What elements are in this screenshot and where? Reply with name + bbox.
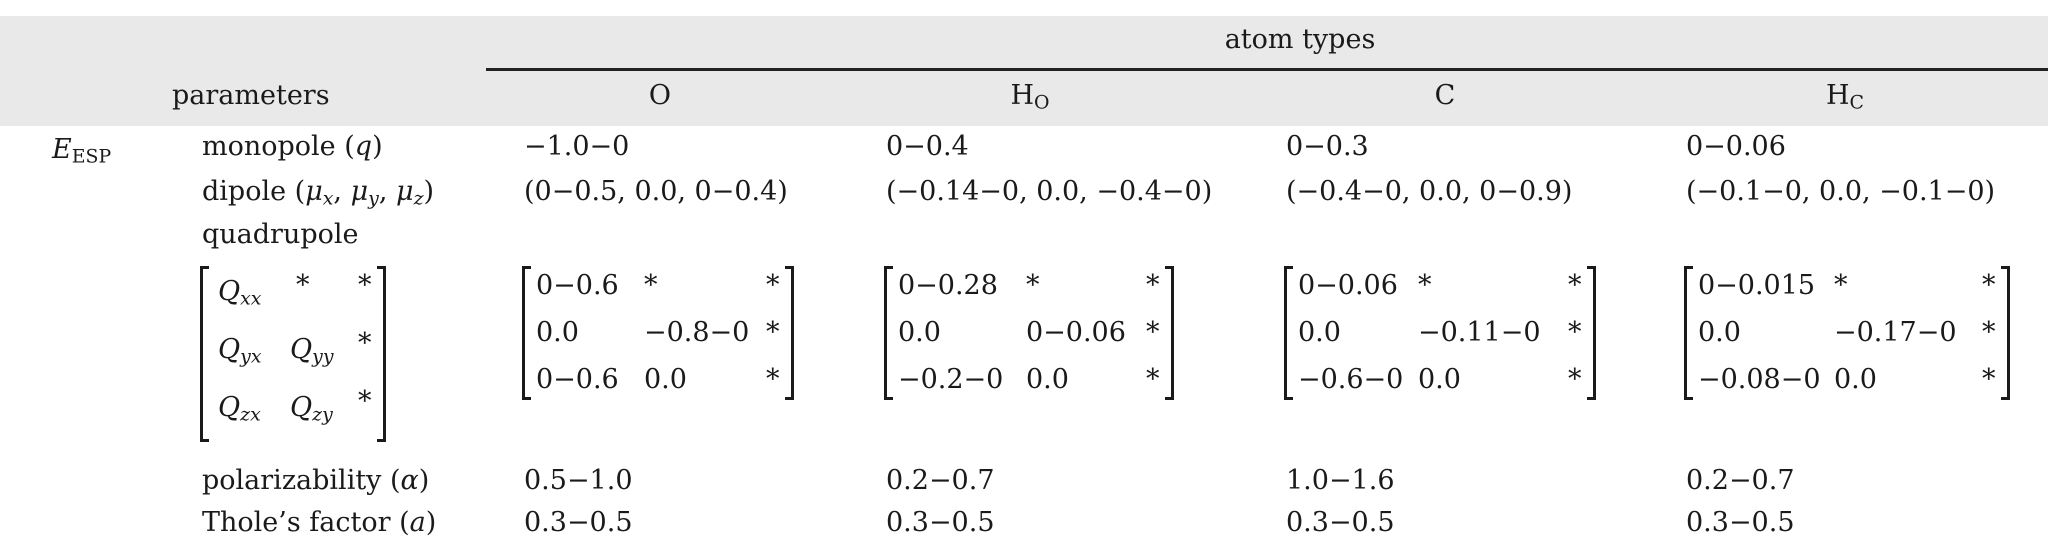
matrix-cell: −0.8−0 (644, 317, 750, 348)
column-header-hc: HC (1825, 80, 1864, 114)
matrix-cell: * (1026, 270, 1040, 301)
matrix-cell: 0−0.28 (898, 270, 998, 301)
parameters-heading: parameters (172, 80, 330, 111)
polarizability-value-ho: 0.2−0.7 (886, 465, 995, 496)
legend-cell-star: * (358, 386, 372, 417)
quadrupole-matrix-o: 0−0.6 * * 0.0 −0.8−0 * 0−0.6 0.0 * (522, 266, 794, 400)
row-label-thole-factor: Thole’s factor (a) (202, 507, 437, 538)
matrix-cell: −0.17−0 (1834, 317, 1957, 348)
polarizability-value-o: 0.5−1.0 (524, 465, 633, 496)
matrix-cell: 0.0 (644, 364, 687, 395)
monopole-value-hc: 0−0.06 (1686, 131, 1786, 162)
matrix-cell: 0.0 (1698, 317, 1741, 348)
bracket-right (1165, 266, 1174, 400)
bracket-right (1587, 266, 1596, 400)
monopole-value-o: −1.0−0 (524, 131, 630, 162)
thole-value-o: 0.3−0.5 (524, 507, 633, 538)
row-label-quadrupole: quadrupole (202, 219, 359, 250)
matrix-cell: −0.11−0 (1418, 317, 1541, 348)
matrix-cell: * (766, 270, 780, 301)
row-label-monopole: monopole (q) (202, 131, 383, 162)
matrix-cell: 0−0.06 (1026, 317, 1126, 348)
thole-value-hc: 0.3−0.5 (1686, 507, 1795, 538)
matrix-cell: 0.0 (898, 317, 941, 348)
dipole-value-ho: (−0.14−0, 0.0, −0.4−0) (886, 176, 1213, 207)
legend-cell-qyx: Qyx (218, 334, 262, 368)
dipole-value-o: (0−0.5, 0.0, 0−0.4) (524, 176, 788, 207)
legend-cell-qyy: Qyy (290, 334, 334, 368)
polarizability-value-c: 1.0−1.6 (1286, 465, 1395, 496)
bracket-right (377, 266, 386, 442)
bracket-left (522, 266, 531, 400)
quadrupole-matrix-c: 0−0.06 * * 0.0 −0.11−0 * −0.6−0 0.0 * (1284, 266, 1596, 400)
column-header-c: C (1434, 80, 1456, 111)
matrix-cell: 0−0.6 (536, 364, 619, 395)
matrix-cell: −0.2−0 (898, 364, 1004, 395)
matrix-cell: * (1982, 270, 1996, 301)
bracket-left (1684, 266, 1693, 400)
polarizability-value-hc: 0.2−0.7 (1686, 465, 1795, 496)
legend-cell-qzy: Qzy (290, 392, 333, 426)
legend-cell-star: * (358, 270, 372, 301)
quadrupole-matrix-hc: 0−0.015 * * 0.0 −0.17−0 * −0.08−0 0.0 * (1684, 266, 2010, 400)
matrix-cell: * (1982, 364, 1996, 395)
matrix-cell: * (1568, 364, 1582, 395)
matrix-cell: * (1146, 317, 1160, 348)
dipole-value-hc: (−0.1−0, 0.0, −0.1−0) (1686, 176, 1996, 207)
dipole-value-c: (−0.4−0, 0.0, 0−0.9) (1286, 176, 1573, 207)
thole-value-c: 0.3−0.5 (1286, 507, 1395, 538)
matrix-cell: * (1834, 270, 1848, 301)
bracket-right (785, 266, 794, 400)
atom-types-heading: atom types (1224, 24, 1376, 55)
matrix-cell: * (1568, 270, 1582, 301)
legend-cell-star: * (296, 270, 310, 301)
bracket-left (884, 266, 893, 400)
bracket-right (2001, 266, 2010, 400)
monopole-value-c: 0−0.3 (1286, 131, 1369, 162)
matrix-cell: * (766, 364, 780, 395)
table-header-band (0, 16, 2048, 126)
header-rule (486, 68, 2048, 71)
matrix-cell: 0.0 (1298, 317, 1341, 348)
matrix-cell: 0.0 (1834, 364, 1877, 395)
matrix-cell: 0.0 (1418, 364, 1461, 395)
quadrupole-legend-matrix: Qxx * * Qyx Qyy * Qzx Qzy * (200, 266, 386, 442)
row-label-polarizability: polarizability (α) (202, 465, 430, 496)
matrix-cell: −0.6−0 (1298, 364, 1404, 395)
legend-cell-qzx: Qzx (218, 392, 261, 426)
matrix-cell: * (1146, 270, 1160, 301)
quadrupole-matrix-ho: 0−0.28 * * 0.0 0−0.06 * −0.2−0 0.0 * (884, 266, 1174, 400)
group-label-eesp: EESP (52, 134, 112, 168)
matrix-cell: * (1146, 364, 1160, 395)
matrix-cell: 0−0.6 (536, 270, 619, 301)
column-header-o: O (648, 80, 672, 111)
matrix-cell: * (644, 270, 658, 301)
bracket-left (200, 266, 209, 442)
matrix-cell: 0.0 (536, 317, 579, 348)
matrix-cell: * (1568, 317, 1582, 348)
matrix-cell: 0−0.015 (1698, 270, 1816, 301)
matrix-cell: * (1418, 270, 1432, 301)
thole-value-ho: 0.3−0.5 (886, 507, 995, 538)
column-header-ho: HO (1010, 80, 1050, 114)
matrix-cell: 0−0.06 (1298, 270, 1398, 301)
row-label-dipole: dipole (μx, μy, μz) (202, 176, 435, 210)
matrix-cell: 0.0 (1026, 364, 1069, 395)
matrix-cell: −0.08−0 (1698, 364, 1821, 395)
matrix-cell: * (1982, 317, 1996, 348)
legend-cell-star: * (358, 328, 372, 359)
bracket-left (1284, 266, 1293, 400)
legend-cell-qxx: Qxx (218, 276, 262, 310)
monopole-value-ho: 0−0.4 (886, 131, 969, 162)
matrix-cell: * (766, 317, 780, 348)
